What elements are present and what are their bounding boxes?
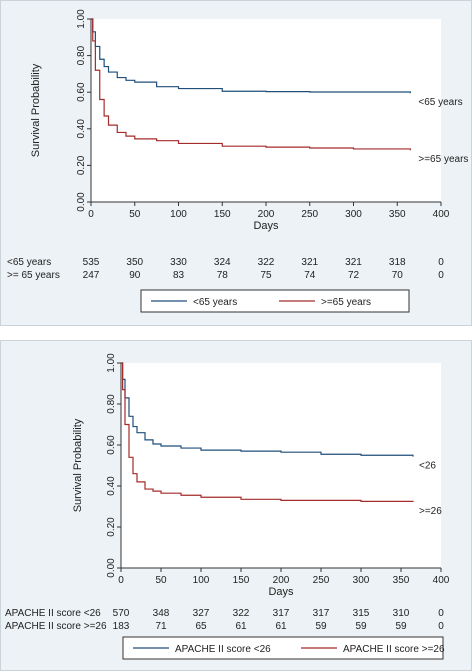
risk-count: 65	[195, 621, 207, 632]
y-tick-label: 0.40	[76, 119, 87, 139]
risk-count: 59	[355, 621, 367, 632]
x-tick-label: 200	[258, 209, 275, 220]
survival-curve-0	[91, 18, 411, 94]
risk-row-label: APACHE II score <26	[5, 608, 101, 619]
y-tick-label: 0.80	[106, 394, 117, 414]
km-chart-apache: 0.00 0.20 0.40 0.60 0.80 1.00 0 50 100 150 200 250 3…	[5, 353, 450, 660]
survival-curve-1	[91, 18, 411, 151]
survival-panel-apache: 0.00 0.20 0.40 0.60 0.80 1.00 0 50 100 150 200 250 3…	[0, 340, 472, 671]
x-tick-label: 300	[353, 575, 370, 586]
x-tick-label: 100	[170, 209, 187, 220]
y-tick-label: 0.20	[106, 517, 117, 537]
risk-count: 322	[233, 608, 250, 619]
risk-count: 75	[260, 270, 272, 281]
legend-label: >=65 years	[321, 297, 371, 308]
risk-count: 83	[173, 270, 185, 281]
curve-label: >=65 years	[418, 154, 468, 165]
risk-count: 90	[129, 270, 141, 281]
risk-count: 183	[113, 621, 130, 632]
x-tick-label: 0	[88, 209, 94, 220]
risk-count: 59	[315, 621, 327, 632]
x-axis-title: Days	[268, 586, 294, 598]
risk-count: 318	[389, 257, 406, 268]
x-tick-label: 400	[433, 575, 450, 586]
y-axis-title: Survival Probability	[72, 418, 84, 512]
x-tick-label: 150	[233, 575, 250, 586]
survival-curve-1	[121, 362, 414, 502]
risk-count: 317	[313, 608, 330, 619]
y-tick-label: 1.00	[106, 353, 117, 373]
risk-count: 0	[438, 270, 444, 281]
risk-count: 315	[353, 608, 370, 619]
risk-count: 310	[393, 608, 410, 619]
survival-panel-age: 0.00 0.20 0.40 0.60 0.80 1.00 0 50 100 150 200 250 3…	[0, 0, 472, 326]
legend-label: APACHE II score <26	[175, 644, 271, 655]
risk-count: 72	[348, 270, 360, 281]
km-chart-age: 0.00 0.20 0.40 0.60 0.80 1.00 0 50 100 150 200 250 3…	[7, 9, 468, 313]
y-tick-label: 0.60	[76, 82, 87, 102]
risk-count: 322	[258, 257, 275, 268]
y-axis-title: Survival Probability	[30, 63, 42, 157]
x-axis-title: Days	[253, 220, 279, 232]
risk-count: 321	[345, 257, 362, 268]
y-tick-label: 0.80	[76, 45, 87, 65]
legend-box	[140, 289, 410, 313]
risk-count: 570	[113, 608, 130, 619]
risk-count: 330	[170, 257, 187, 268]
risk-row-label: >= 65 years	[7, 270, 60, 281]
risk-count: 0	[438, 257, 444, 268]
x-tick-label: 200	[273, 575, 290, 586]
risk-count: 0	[438, 608, 444, 619]
x-tick-label: 50	[155, 575, 167, 586]
risk-count: 247	[83, 270, 100, 281]
risk-count: 535	[83, 257, 100, 268]
x-tick-label: 50	[129, 209, 141, 220]
x-tick-label: 400	[433, 209, 450, 220]
x-tick-label: 100	[193, 575, 210, 586]
y-tick-label: 1.00	[76, 9, 87, 29]
y-tick-label: 0.60	[106, 435, 117, 455]
plot-area	[91, 19, 441, 202]
legend-label: APACHE II score >=26	[343, 644, 445, 655]
curve-label: >=26	[419, 506, 442, 517]
risk-count: 324	[214, 257, 231, 268]
risk-count: 61	[235, 621, 247, 632]
x-tick-label: 350	[393, 575, 410, 586]
curve-label: <26	[419, 461, 436, 472]
y-tick-label: 0.00	[76, 192, 87, 212]
risk-count: 317	[273, 608, 290, 619]
x-tick-label: 250	[301, 209, 318, 220]
curve-label: <65 years	[418, 97, 462, 108]
x-tick-label: 150	[214, 209, 231, 220]
risk-count: 61	[275, 621, 287, 632]
plot-area	[121, 363, 441, 568]
risk-count: 71	[155, 621, 167, 632]
risk-count: 59	[395, 621, 407, 632]
x-tick-label: 250	[313, 575, 330, 586]
risk-row-label: APACHE II score >=26	[5, 621, 107, 632]
risk-count: 350	[126, 257, 143, 268]
x-tick-label: 0	[118, 575, 124, 586]
x-tick-label: 350	[389, 209, 406, 220]
survival-curve-0	[121, 362, 414, 457]
risk-count: 74	[304, 270, 316, 281]
legend-label: <65 years	[193, 297, 237, 308]
y-tick-label: 0.00	[106, 558, 117, 578]
risk-count: 78	[217, 270, 229, 281]
risk-count: 327	[193, 608, 210, 619]
y-tick-label: 0.20	[76, 155, 87, 175]
risk-count: 0	[438, 621, 444, 632]
risk-row-label: <65 years	[7, 257, 51, 268]
risk-count: 70	[392, 270, 404, 281]
legend-box	[122, 636, 444, 660]
risk-count: 321	[301, 257, 318, 268]
y-tick-label: 0.40	[106, 476, 117, 496]
risk-count: 348	[153, 608, 170, 619]
x-tick-label: 300	[345, 209, 362, 220]
